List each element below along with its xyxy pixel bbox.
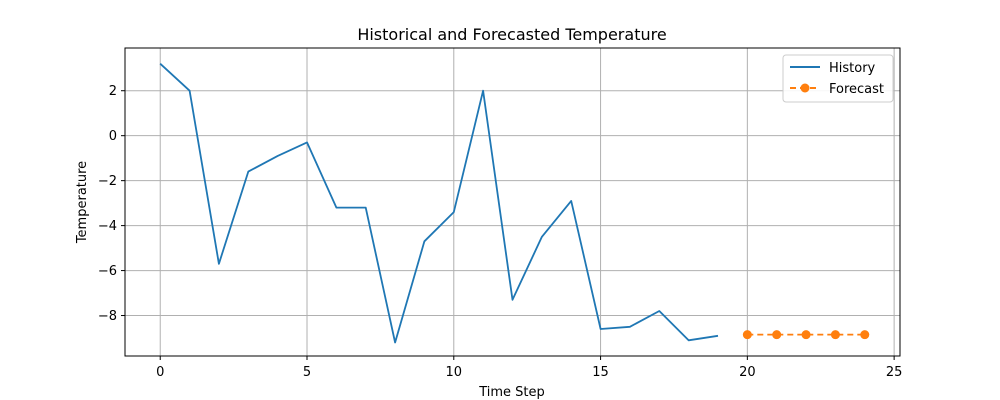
series-layer <box>159 63 870 344</box>
x-tick-label: 5 <box>303 365 311 380</box>
x-tick-label: 10 <box>446 365 463 380</box>
x-axis: 0 5 10 15 20 25 <box>156 356 902 380</box>
y-axis-label: Temperature <box>75 161 90 244</box>
x-axis-label: Time Step <box>478 385 545 400</box>
chart-title: Historical and Forecasted Temperature <box>357 25 666 44</box>
legend-history-label: History <box>829 61 876 76</box>
legend-forecast-marker <box>800 83 810 93</box>
legend: History Forecast <box>782 54 894 103</box>
y-tick-label: 0 <box>109 129 117 144</box>
plot-area-frame <box>124 47 901 357</box>
y-tick-label: −4 <box>98 219 117 234</box>
y-axis: 2 0 −2 −4 −6 −8 <box>98 84 125 324</box>
grid <box>125 48 900 356</box>
x-tick-label: 25 <box>886 365 903 380</box>
series-forecast-point <box>830 330 840 340</box>
y-tick-label: −6 <box>98 264 117 279</box>
series-history-line <box>159 63 719 344</box>
y-tick-label: −8 <box>98 309 117 324</box>
x-tick-label: 20 <box>739 365 756 380</box>
y-tick-label: −2 <box>98 174 117 189</box>
series-forecast-point <box>860 330 870 340</box>
series-forecast-point <box>742 330 752 340</box>
legend-forecast-label: Forecast <box>829 82 884 97</box>
series-forecast-point <box>772 330 782 340</box>
x-tick-label: 15 <box>592 365 609 380</box>
series-forecast-point <box>801 330 811 340</box>
x-tick-label: 0 <box>156 365 164 380</box>
y-tick-label: 2 <box>109 84 117 99</box>
